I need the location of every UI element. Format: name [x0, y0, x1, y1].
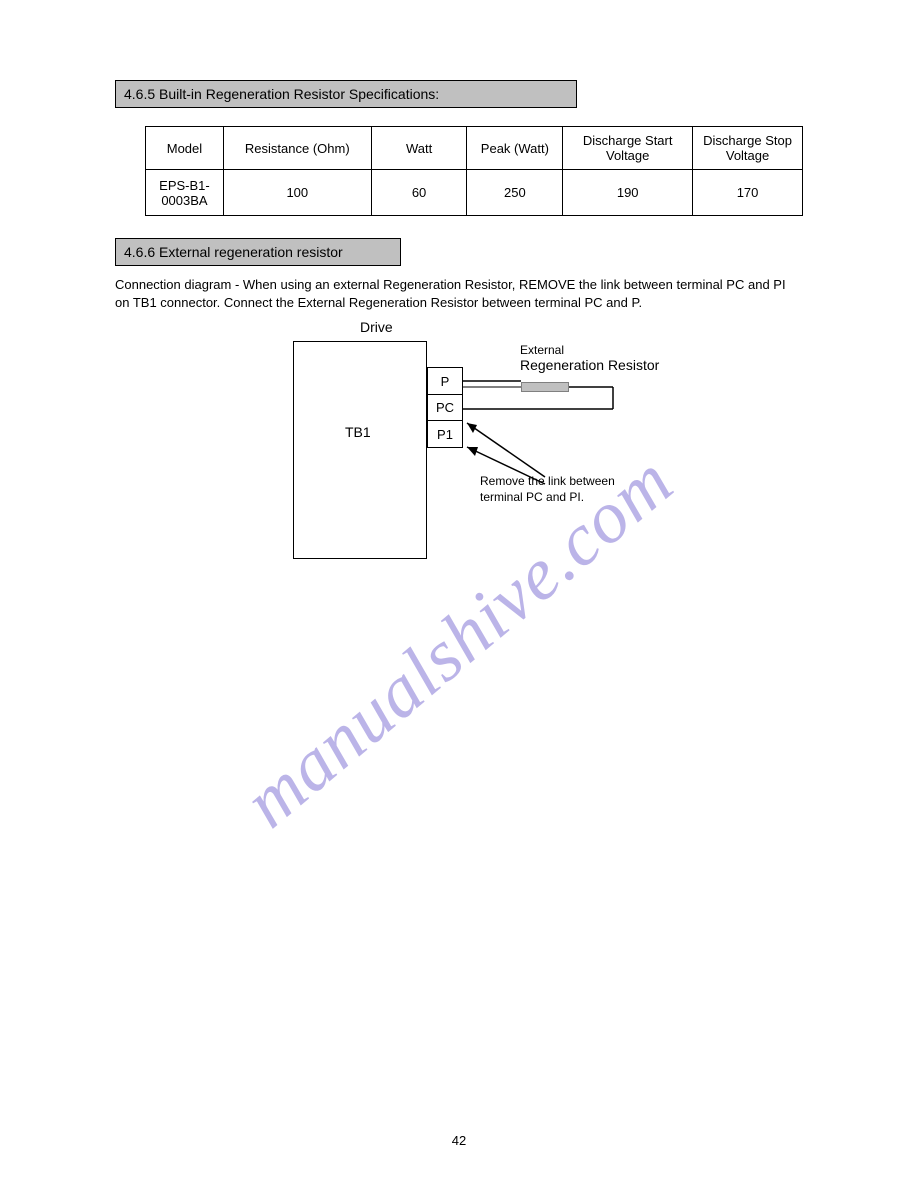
terminal-p1: P1 [427, 420, 463, 448]
terminal-pc: PC [427, 394, 463, 422]
resistor-icon [521, 382, 569, 392]
section-header-spec: 4.6.5 Built-in Regeneration Resistor Spe… [115, 80, 577, 108]
external-label-line1: External [520, 343, 659, 357]
remove-line1: Remove the link between [480, 474, 615, 490]
page-number: 42 [0, 1133, 918, 1148]
terminal-stack: P PC P1 [427, 367, 463, 448]
intro-paragraph: Connection diagram - When using an exter… [115, 276, 803, 311]
cell-model: EPS-B1-0003BA [146, 170, 224, 216]
section-header-external: 4.6.6 External regeneration resistor [115, 238, 401, 266]
cell-resistance: 100 [223, 170, 371, 216]
table-row: Model Resistance (Ohm) Watt Peak (Watt) … [146, 127, 803, 170]
drive-box [293, 341, 427, 559]
external-label-line2: Regeneration Resistor [520, 357, 659, 374]
drive-label: Drive [360, 319, 393, 335]
col-start-v: Discharge Start Voltage [563, 127, 693, 170]
cell-start-v: 190 [563, 170, 693, 216]
external-resistor-label: External Regeneration Resistor [520, 343, 659, 374]
connection-diagram: Drive TB1 P PC P1 External Regeneration … [285, 319, 765, 599]
remove-line2: terminal PC and PI. [480, 490, 615, 506]
cell-watt: 60 [371, 170, 467, 216]
col-stop-v: Discharge Stop Voltage [693, 127, 803, 170]
col-resistance: Resistance (Ohm) [223, 127, 371, 170]
terminal-p: P [427, 367, 463, 395]
remove-link-note: Remove the link between terminal PC and … [480, 474, 615, 505]
table-row: EPS-B1-0003BA 100 60 250 190 170 [146, 170, 803, 216]
cell-peak: 250 [467, 170, 563, 216]
tb1-label: TB1 [345, 424, 371, 440]
cell-stop-v: 170 [693, 170, 803, 216]
col-model: Model [146, 127, 224, 170]
col-watt: Watt [371, 127, 467, 170]
page-container: 4.6.5 Built-in Regeneration Resistor Spe… [0, 0, 918, 1188]
spec-table: Model Resistance (Ohm) Watt Peak (Watt) … [145, 126, 803, 216]
col-peak: Peak (Watt) [467, 127, 563, 170]
